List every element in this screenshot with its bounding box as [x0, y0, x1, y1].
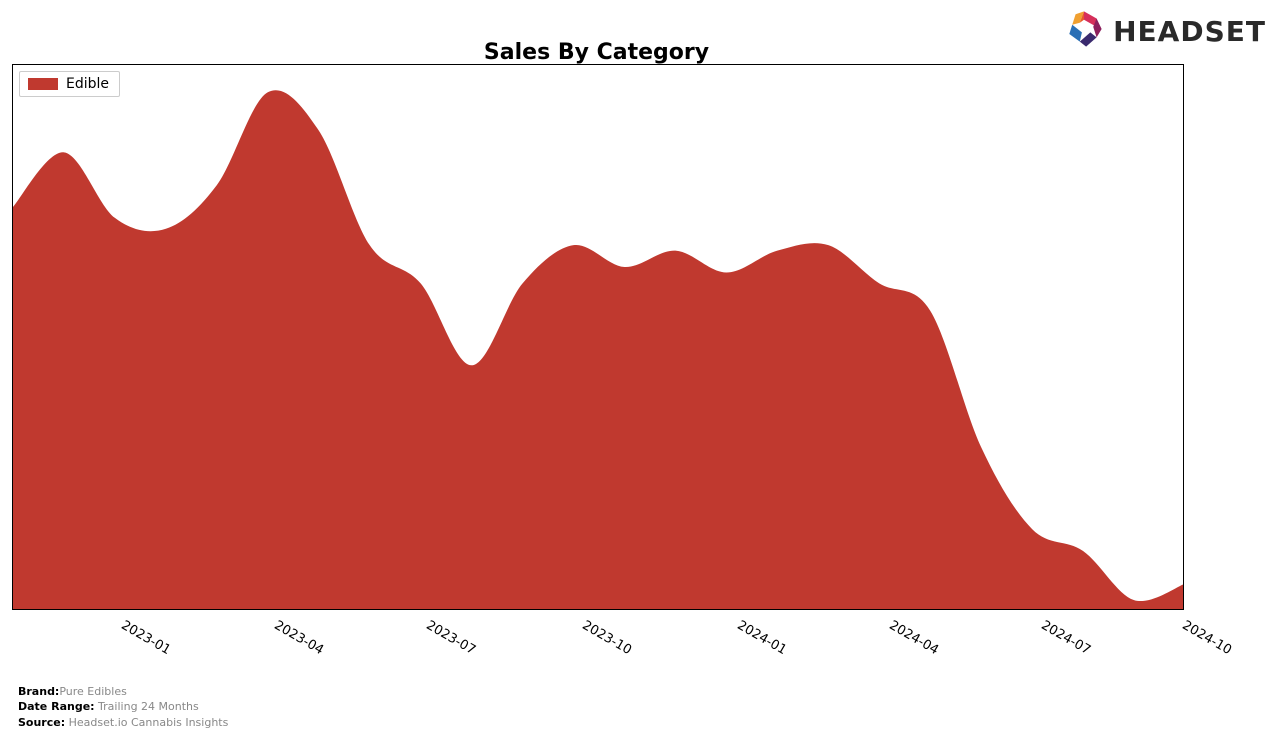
headset-logo-icon — [1063, 8, 1105, 54]
footer-key: Source: — [18, 716, 65, 729]
chart-plot-area: Edible — [12, 64, 1184, 610]
chart-legend: Edible — [19, 71, 120, 97]
footer-value: Headset.io Cannabis Insights — [65, 716, 228, 729]
footer-value: Pure Edibles — [59, 685, 126, 698]
brand-logo: HEADSET — [1063, 8, 1266, 54]
x-tick-label: 2024-10 — [1180, 618, 1235, 658]
x-tick-label: 2023-10 — [579, 618, 634, 658]
x-tick-label: 2023-07 — [424, 618, 479, 658]
legend-swatch — [28, 78, 58, 90]
chart-title: Sales By Category — [0, 40, 1193, 65]
footer-line: Source: Headset.io Cannabis Insights — [18, 715, 228, 730]
footer-key: Date Range: — [18, 700, 95, 713]
x-tick-label: 2024-07 — [1039, 618, 1094, 658]
chart-footer: Brand:Pure EdiblesDate Range: Trailing 2… — [18, 684, 228, 730]
footer-key: Brand: — [18, 685, 59, 698]
area-series — [13, 65, 1184, 610]
footer-line: Brand:Pure Edibles — [18, 684, 228, 699]
x-tick-label: 2024-04 — [887, 618, 942, 658]
x-tick-label: 2023-01 — [119, 618, 174, 658]
brand-logo-text: HEADSET — [1113, 15, 1266, 48]
legend-label: Edible — [66, 76, 109, 92]
x-tick-label: 2024-01 — [734, 618, 789, 658]
x-tick-label: 2023-04 — [271, 618, 326, 658]
footer-line: Date Range: Trailing 24 Months — [18, 699, 228, 714]
footer-value: Trailing 24 Months — [95, 700, 199, 713]
